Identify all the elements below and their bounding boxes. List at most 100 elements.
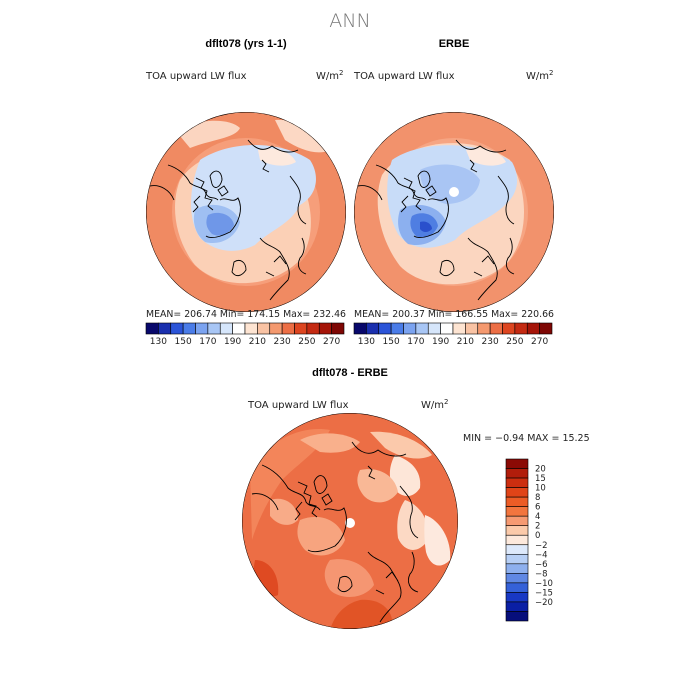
- colorbar-difference-tick-label: −4: [535, 550, 548, 560]
- colorbar-model-tick-label: 190: [224, 337, 241, 347]
- colorbar-difference-swatch: [505, 582, 529, 593]
- polar-map-model: [146, 112, 346, 312]
- colorbar-observations-swatch: [390, 322, 404, 335]
- panel-difference: dflt078 - ERBE TOA upward LW flux W/m2 M…: [242, 367, 590, 629]
- colorbar-difference-swatch: [505, 477, 529, 488]
- colorbar-model-swatch: [232, 322, 246, 335]
- colorbar-difference-swatch: [505, 487, 529, 498]
- colorbar-difference-tick-label: −10: [535, 579, 553, 589]
- colorbar-difference-tick-label: 20: [535, 465, 546, 475]
- colorbar-model-tick-label: 230: [274, 337, 291, 347]
- colorbar-difference-swatch: [505, 496, 529, 507]
- colorbar-model-swatch: [269, 322, 283, 335]
- colorbar-difference-swatch: [505, 506, 529, 517]
- colorbar-observations: 130 150 170 190 210 230 250 270: [353, 322, 553, 347]
- colorbar-observations-swatch: [502, 322, 516, 335]
- colorbar-difference-tick-label: −20: [535, 598, 553, 608]
- colorbar-model: 130 150 170 190 210 230 250 270: [145, 322, 345, 347]
- colorbar-difference-swatch: [505, 525, 529, 536]
- colorbar-model-tick-label: 270: [323, 337, 340, 347]
- panel-model-variable: TOA upward LW flux: [145, 71, 247, 82]
- colorbar-observations-swatch: [452, 322, 466, 335]
- colorbar-model-swatch: [145, 322, 159, 335]
- panel-model-units: W/m2: [316, 69, 343, 82]
- colorbar-model-swatch: [306, 322, 320, 335]
- colorbar-difference-tick-label: 8: [535, 493, 540, 503]
- colorbar-observations-swatch: [489, 322, 503, 335]
- colorbar-difference-swatch: [505, 515, 529, 527]
- colorbar-model-swatch: [182, 322, 196, 335]
- panel-difference-variable: TOA upward LW flux: [247, 400, 349, 411]
- colorbar-difference-swatch: [505, 553, 529, 565]
- colorbar-observations-tick-label: 130: [358, 337, 375, 347]
- colorbar-difference-tick-label: −6: [535, 560, 548, 570]
- colorbar-observations-tick-label: 230: [482, 337, 499, 347]
- colorbar-difference-tick-label: 6: [535, 503, 540, 513]
- panel-model: dflt078 (yrs 1-1) TOA upward LW flux W/m…: [145, 38, 346, 347]
- colorbar-difference-swatch: [505, 468, 529, 479]
- panel-difference-units: W/m2: [421, 398, 448, 411]
- colorbar-model-swatch: [318, 322, 332, 335]
- colorbar-observations-swatch: [465, 322, 479, 335]
- panel-observations-stats: MEAN= 200.37 Min= 166.55 Max= 220.66: [354, 309, 554, 320]
- polar-map-observations: [354, 112, 554, 312]
- colorbar-model-tick-label: 170: [199, 337, 216, 347]
- colorbar-difference-swatch: [505, 592, 529, 603]
- colorbar-observations-swatch: [353, 322, 367, 335]
- panel-observations-units: W/m2: [526, 69, 553, 82]
- colorbar-difference-tick-label: −15: [535, 588, 553, 598]
- colorbar-observations-swatch: [440, 322, 454, 335]
- panel-observations: ERBE TOA upward LW flux W/m2: [353, 38, 554, 347]
- colorbar-model-tick-label: 130: [150, 337, 167, 347]
- colorbar-difference-swatch: [505, 611, 529, 622]
- colorbar-difference-tick-label: 2: [535, 522, 540, 532]
- colorbar-observations-swatch: [526, 322, 540, 335]
- colorbar-model-swatch: [170, 322, 184, 335]
- colorbar-observations-swatch: [477, 322, 491, 335]
- colorbar-model-tick-label: 150: [175, 337, 192, 347]
- colorbar-observations-tick-label: 170: [407, 337, 424, 347]
- colorbar-difference-swatch: [505, 544, 529, 555]
- colorbar-observations-swatch: [514, 322, 528, 335]
- colorbar-observations-swatch: [427, 322, 441, 335]
- colorbar-difference-tick-label: 10: [535, 484, 546, 494]
- colorbar-model-swatch: [158, 322, 172, 335]
- colorbar-difference-swatch: [505, 573, 529, 584]
- colorbar-observations-swatch: [539, 322, 553, 335]
- colorbar-observations-tick-label: 270: [531, 337, 548, 347]
- polar-map-difference: [242, 413, 458, 629]
- colorbar-difference-tick-label: 4: [535, 512, 540, 522]
- colorbar-model-swatch: [207, 322, 221, 335]
- colorbar-difference-tick-label: −8: [535, 569, 548, 579]
- colorbar-model-swatch: [294, 322, 308, 335]
- colorbar-observations-tick-label: 190: [432, 337, 449, 347]
- colorbar-observations-tick-label: 210: [457, 337, 474, 347]
- colorbar-model-swatch: [195, 322, 209, 335]
- colorbar-model-swatch: [281, 322, 295, 335]
- page-title: ANN: [329, 10, 370, 32]
- colorbar-difference-tick-label: 15: [535, 474, 546, 484]
- colorbar-model-swatch: [257, 322, 271, 335]
- colorbar-observations-swatch: [378, 322, 392, 335]
- panel-model-stats: MEAN= 206.74 Min= 174.15 Max= 232.46: [146, 309, 346, 320]
- panel-model-heading: dflt078 (yrs 1-1): [205, 38, 287, 50]
- panel-difference-stats: MIN = −0.94 MAX = 15.25: [463, 433, 590, 444]
- panel-observations-variable: TOA upward LW flux: [353, 71, 455, 82]
- colorbar-difference-tick-label: 0: [535, 531, 540, 541]
- colorbar-difference-swatch: [505, 563, 529, 574]
- colorbar-observations-swatch: [403, 322, 417, 335]
- colorbar-model-swatch: [244, 322, 258, 335]
- colorbar-observations-swatch: [366, 322, 380, 335]
- panel-observations-heading: ERBE: [439, 38, 470, 50]
- colorbar-difference-swatch: [505, 601, 529, 612]
- colorbar-model-tick-label: 250: [298, 337, 315, 347]
- colorbar-observations-swatch: [415, 322, 429, 335]
- colorbar-model-tick-label: 210: [249, 337, 266, 347]
- colorbar-observations-tick-label: 150: [383, 337, 400, 347]
- colorbar-observations-tick-label: 250: [506, 337, 523, 347]
- colorbar-difference-swatch: [505, 458, 529, 469]
- colorbar-model-swatch: [219, 322, 233, 335]
- colorbar-difference-swatch: [505, 534, 529, 546]
